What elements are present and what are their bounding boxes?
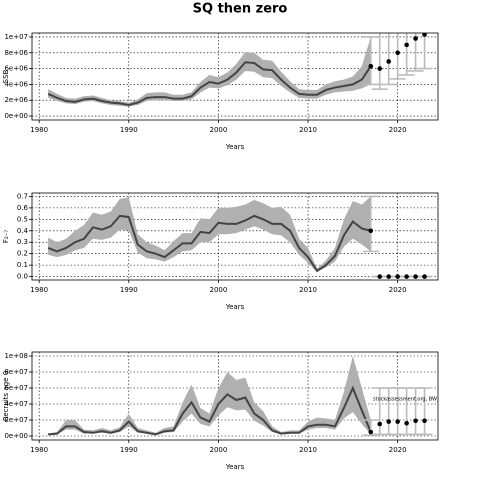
confidence-band — [48, 196, 371, 272]
figure-title: SQ then zero — [193, 2, 288, 17]
plot-area — [47, 195, 433, 279]
projection-point — [422, 33, 427, 37]
projection-point — [368, 63, 374, 69]
y-axis-label: Recruits age 0 — [2, 371, 10, 421]
confidence-band — [48, 36, 371, 107]
x-tick-label: 2020 — [389, 446, 407, 454]
y-tick-label: 6e+07 — [4, 384, 28, 392]
y-tick-label: 8e+06 — [4, 49, 28, 57]
x-tick-label: 1980 — [30, 126, 48, 134]
y-tick-label: 0.1 — [17, 261, 28, 269]
x-tick-label: 2000 — [210, 286, 228, 294]
y-tick-label: 0.5 — [17, 215, 28, 223]
estimate-line — [47, 214, 372, 273]
projection-point — [413, 36, 418, 41]
projection-point — [404, 420, 409, 426]
confidence-band — [48, 356, 371, 436]
x-tick-label: 1990 — [120, 446, 138, 454]
x-tick-label: 2010 — [299, 286, 317, 294]
plot-frame — [31, 351, 439, 441]
projection-point — [377, 274, 383, 279]
y-tick-label: 1e+08 — [4, 352, 28, 360]
annotation: stockassessment.org, BW_2017_playing_0 — [373, 397, 479, 403]
projection-point — [368, 429, 374, 435]
projection-point — [368, 228, 374, 234]
projection-point — [386, 419, 392, 424]
projection-point — [395, 50, 400, 56]
projection-point — [413, 418, 418, 424]
x-tick-label: 2000 — [210, 446, 228, 454]
estimate-line — [48, 385, 372, 436]
y-tick-label: 4e+07 — [4, 400, 28, 408]
y-tick-label: 4e+06 — [4, 80, 28, 88]
y-tick-label: 0.7 — [17, 192, 28, 200]
projection-point — [413, 274, 418, 279]
projection-point — [377, 421, 383, 427]
x-tick-label: 1980 — [30, 446, 48, 454]
x-tick-label: 2020 — [389, 286, 407, 294]
x-axis-label: Years — [225, 463, 245, 471]
plot-area — [47, 33, 433, 107]
y-tick-label: 0.2 — [17, 250, 28, 258]
x-tick-label: 2020 — [389, 126, 407, 134]
projection-point — [404, 274, 409, 279]
projection-point — [395, 419, 400, 424]
estimate-line — [47, 61, 372, 106]
projection-point — [395, 274, 400, 279]
projection-point — [386, 274, 392, 279]
x-tick-label: 2010 — [299, 446, 317, 454]
x-tick-label: 2010 — [299, 126, 317, 134]
projection-point — [422, 418, 427, 424]
x-tick-label: 2000 — [210, 126, 228, 134]
projection-point — [377, 66, 383, 71]
plot-area: stockassessment.org, BW_2017_playing_0 — [48, 356, 479, 437]
y-tick-label: 0e+00 — [4, 112, 28, 120]
x-tick-label: 1990 — [120, 286, 138, 294]
x-tick-label: 1990 — [120, 126, 138, 134]
y-tick-label: 0.0 — [17, 273, 28, 281]
x-axis-label: Years — [225, 143, 245, 151]
y-tick-label: 6e+06 — [4, 65, 28, 73]
y-tick-label: 0.3 — [17, 238, 28, 246]
y-tick-label: 0e+00 — [4, 432, 28, 440]
projection-point — [386, 59, 392, 64]
y-tick-label: 2e+07 — [4, 416, 28, 424]
y-tick-label: 0.4 — [17, 227, 29, 235]
y-axis-label: SSB — [2, 69, 10, 83]
plot-frame — [31, 32, 439, 121]
y-tick-label: 2e+06 — [4, 96, 28, 104]
y-tick-label: 8e+07 — [4, 368, 28, 376]
projection-point — [404, 42, 409, 48]
y-tick-label: 0.6 — [17, 204, 29, 212]
projection-point — [422, 274, 427, 279]
plot-frame — [31, 192, 439, 281]
y-tick-label: 1e+07 — [4, 33, 28, 41]
x-tick-label: 1980 — [30, 286, 48, 294]
x-axis-label: Years — [225, 303, 245, 311]
y-axis-label: F₂₋₇ — [2, 230, 10, 244]
